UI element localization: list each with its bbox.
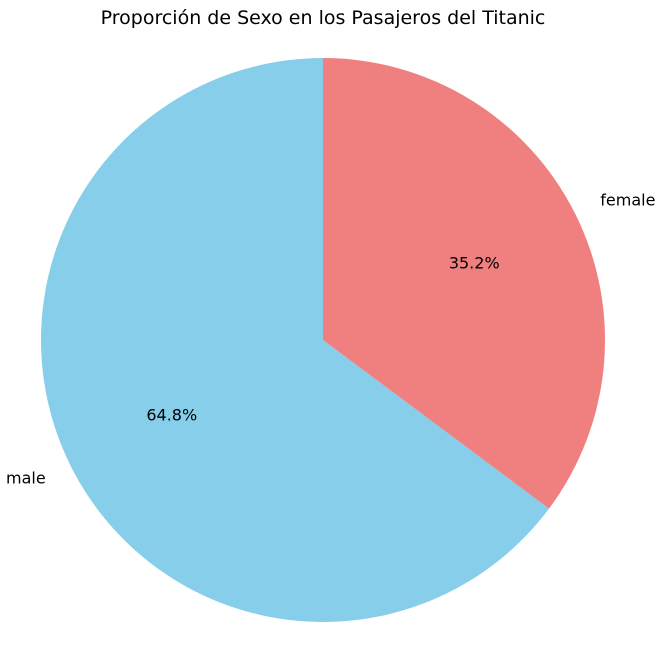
pie-labels: male 64.8% female 35.2% [6, 190, 655, 487]
pie-slice-female [323, 58, 605, 509]
percent-label-female: 35.2% [449, 254, 500, 273]
slice-label-male: male [6, 469, 46, 488]
pie-slices [40, 58, 605, 622]
pie-slice-male [40, 58, 550, 622]
chart-title: Proporción de Sexo en los Pasajeros del … [101, 7, 546, 29]
slice-label-female: female [600, 190, 655, 209]
percent-label-male: 64.8% [146, 405, 197, 424]
